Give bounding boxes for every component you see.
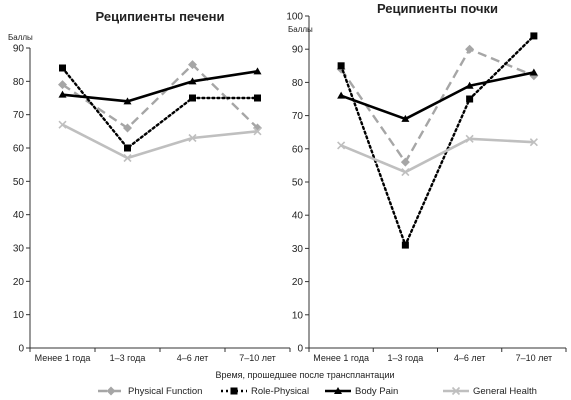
y-tick-label: 80 <box>13 77 25 88</box>
legend-label: Physical Function <box>128 386 202 397</box>
data-point-general-health <box>253 127 262 136</box>
data-point-general-health <box>401 167 410 177</box>
y-tick-label: 30 <box>13 244 25 255</box>
data-point-general-health <box>188 133 197 143</box>
data-point-physical-function <box>188 60 197 70</box>
data-point-role-physical <box>337 62 345 70</box>
data-point-physical-function <box>123 123 132 133</box>
series-line-general-health <box>340 137 534 174</box>
data-point-role-physical <box>189 94 196 102</box>
legend-item-physical-function: Physical Function <box>98 386 202 397</box>
y-tick-label: 70 <box>13 110 25 121</box>
series-general-health <box>337 134 538 177</box>
y-tick-label: 20 <box>292 277 304 288</box>
series-role-physical <box>337 32 538 249</box>
y-axis-label: Баллы <box>288 25 313 34</box>
data-point-body-pain <box>401 114 410 122</box>
legend-marker-diamond-icon <box>106 386 116 396</box>
data-point-role-physical <box>59 64 66 72</box>
liver-recipients-chart: Реципиенты печени Баллы 0 10 20 30 40 50 60 70 80 9… <box>8 9 291 363</box>
y-tick-label: 30 <box>292 244 304 255</box>
series-physical-function <box>58 60 262 133</box>
x-category-label: 7–10 лет <box>239 353 276 363</box>
y-tick-label: 40 <box>13 210 25 221</box>
data-point-physical-function <box>58 80 67 90</box>
data-point-body-pain <box>188 77 197 85</box>
chart-legend: Physical Function Role-Physical Body Pain G… <box>98 386 537 397</box>
data-point-general-health <box>123 153 132 163</box>
y-tick-label: 90 <box>292 45 304 56</box>
data-point-physical-function <box>465 44 475 54</box>
y-tick-label: 80 <box>292 78 304 89</box>
data-point-role-physical <box>124 144 131 152</box>
legend-item-general-health: General Health <box>443 386 537 397</box>
y-tick-label: 0 <box>297 344 303 355</box>
series-line-general-health <box>61 123 258 160</box>
legend-marker-square-icon <box>230 387 238 395</box>
x-category-label: 1–3 года <box>110 353 146 363</box>
legend-label: Role-Physical <box>251 386 309 397</box>
series-role-physical <box>59 64 261 152</box>
y-tick-label: 50 <box>13 177 25 188</box>
y-tick-label: 0 <box>18 344 24 355</box>
x-axis-title: Время, прошедшее после трансплантации <box>215 370 394 380</box>
y-tick-label: 60 <box>13 144 25 155</box>
series-line-physical-function <box>340 48 535 164</box>
x-category-label: Менее 1 года <box>35 353 91 363</box>
y-tick-label: 50 <box>292 178 304 189</box>
x-category-label: 1–3 года <box>388 353 424 363</box>
data-point-role-physical <box>530 32 538 40</box>
legend-marker-x-icon <box>451 386 461 396</box>
x-category-label: 4–6 лет <box>177 353 209 363</box>
series-line-physical-function <box>61 63 259 130</box>
chart-title: Реципиенты печени <box>96 9 225 24</box>
y-tick-label: 70 <box>292 111 304 122</box>
chart-title: Реципиенты почки <box>377 1 498 16</box>
x-category-label: Менее 1 года <box>313 353 369 363</box>
data-point-body-pain <box>337 91 346 99</box>
series-line-body-pain <box>62 70 258 103</box>
data-point-body-pain <box>123 97 132 105</box>
data-point-physical-function <box>400 157 410 167</box>
legend-item-role-physical: Role-Physical <box>221 386 309 397</box>
y-tick-label: 60 <box>292 144 304 155</box>
series-body-pain <box>58 67 262 105</box>
legend-item-body-pain: Body Pain <box>325 386 398 397</box>
series-general-health <box>58 120 262 163</box>
kidney-recipients-chart: Реципиенты почки Баллы 0 10 20 30 40 50 60 70 80 90… <box>286 1 567 363</box>
data-point-general-health <box>58 120 67 129</box>
y-tick-label: 10 <box>292 310 304 321</box>
data-point-general-health <box>465 134 474 143</box>
legend-label: Body Pain <box>355 386 398 397</box>
data-point-body-pain <box>465 81 474 89</box>
y-tick-label: 20 <box>13 277 25 288</box>
x-category-label: 4–6 лет <box>454 353 486 363</box>
legend-marker-triangle-icon <box>334 387 342 394</box>
x-category-label: 7–10 лет <box>516 353 553 363</box>
data-point-general-health <box>337 141 346 150</box>
y-tick-label: 40 <box>292 211 304 222</box>
data-point-body-pain <box>58 90 67 98</box>
y-tick-label: 100 <box>286 12 303 23</box>
series-line-body-pain <box>340 71 535 121</box>
data-point-role-physical <box>401 241 409 249</box>
data-point-general-health <box>529 138 538 147</box>
series-line-role-physical <box>61 66 259 150</box>
data-point-role-physical <box>466 95 474 103</box>
data-point-physical-function <box>253 123 262 133</box>
y-tick-label: 10 <box>13 310 25 321</box>
series-line-role-physical <box>339 34 536 247</box>
series-body-pain <box>337 68 538 122</box>
legend-label: General Health <box>473 386 537 397</box>
y-tick-label: 90 <box>13 44 25 55</box>
data-point-role-physical <box>254 94 261 102</box>
data-point-body-pain <box>529 68 538 76</box>
data-point-body-pain <box>253 67 262 75</box>
shared-x-axis-labels: Время, прошедшее после трансплантации <box>215 370 394 380</box>
y-axis-label: Баллы <box>8 33 33 42</box>
